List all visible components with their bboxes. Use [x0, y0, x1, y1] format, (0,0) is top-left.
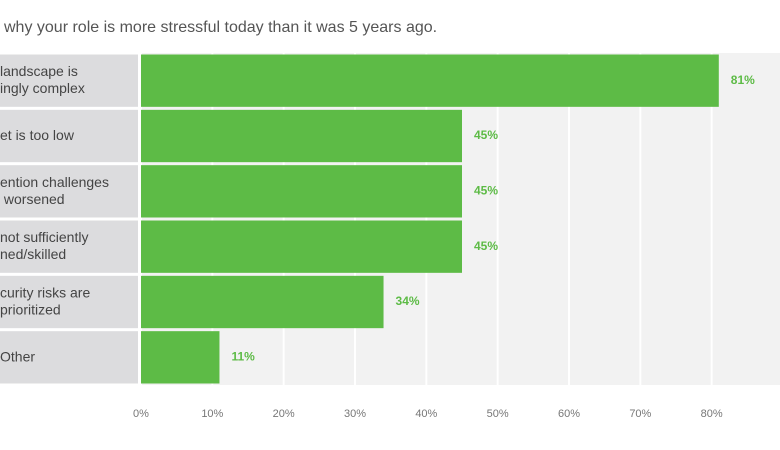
- x-tick-label: 10%: [201, 408, 223, 420]
- value-label: 45%: [474, 239, 498, 253]
- value-label: 34%: [396, 294, 420, 308]
- chart-title: why your role is more stressful today th…: [3, 19, 437, 36]
- category-cell: [0, 220, 138, 273]
- y-tick-label: curity risks are prioritized: [0, 284, 90, 317]
- bar: [141, 220, 462, 273]
- x-tick-label: 0%: [133, 408, 149, 420]
- x-tick-label: 60%: [558, 408, 580, 420]
- value-label: 81%: [731, 73, 755, 87]
- y-tick-label: et is too low: [0, 127, 75, 143]
- x-tick-label: 80%: [701, 408, 723, 420]
- category-cell: [0, 109, 138, 163]
- category-cell: [0, 275, 138, 329]
- plot-background: [141, 53, 780, 385]
- x-tick-label: 40%: [415, 408, 437, 420]
- value-label: 45%: [474, 128, 498, 142]
- x-tick-label: 70%: [629, 408, 651, 420]
- bar: [141, 275, 384, 329]
- x-tick-label: 30%: [344, 408, 366, 420]
- value-label: 45%: [474, 184, 498, 198]
- y-tick-label: not sufficiently ned/skilled: [0, 229, 88, 262]
- x-tick-label: 50%: [487, 408, 509, 420]
- bar: [141, 331, 220, 384]
- y-tick-label: ention challenges worsened: [0, 174, 109, 207]
- y-tick-label: landscape is ingly complex: [0, 63, 85, 96]
- bar: [141, 165, 462, 218]
- y-tick-label: Other: [0, 348, 35, 364]
- bar: [141, 54, 719, 107]
- value-label: 11%: [231, 350, 255, 364]
- category-cell: [0, 165, 138, 218]
- category-cell: [0, 331, 138, 384]
- x-tick-label: 20%: [273, 408, 295, 420]
- category-cell: [0, 54, 138, 107]
- bar: [141, 109, 462, 163]
